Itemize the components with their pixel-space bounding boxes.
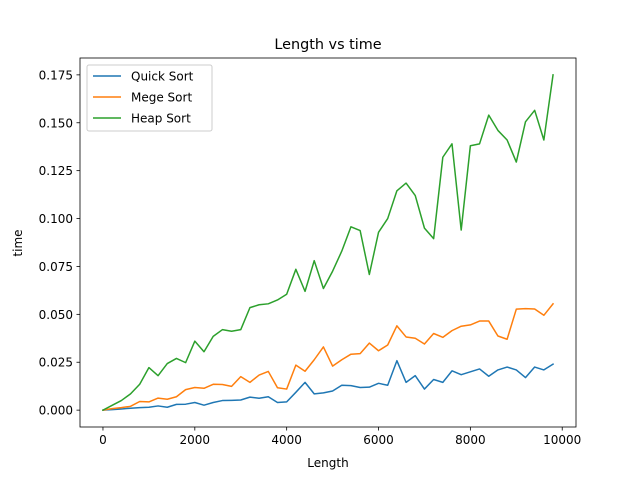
y-tick-label: 0.000 — [39, 404, 73, 418]
legend-box — [86, 64, 213, 132]
y-tick-label: 0.175 — [39, 68, 73, 82]
series-line-1 — [102, 302, 555, 412]
chart-title: Length vs time — [274, 37, 381, 53]
y-tick-label: 0.150 — [39, 116, 73, 130]
series-line-0 — [102, 359, 555, 411]
y-tick-label: 0.125 — [39, 164, 73, 178]
x-tick-label: 10000 — [543, 433, 581, 447]
x-tick-label: 6000 — [363, 433, 394, 447]
x-axis-title: Length — [307, 456, 348, 470]
legend-label-2: Heap Sort — [131, 112, 191, 126]
y-axis-title: time — [11, 229, 25, 256]
y-tick-label: 0.075 — [39, 260, 73, 274]
series-layer — [101, 74, 555, 412]
x-tick-label: 0 — [99, 433, 107, 447]
legend-items: Quick Sort Mege Sort Heap Sort — [93, 70, 194, 126]
y-axis-ticks: 0.000 0.025 0.050 0.075 0.100 0.125 0.150 0.175 — [39, 68, 80, 418]
plot-frame — [79, 57, 577, 428]
y-tick-label: 0.100 — [39, 212, 73, 226]
y-tick-label: 0.025 — [39, 356, 73, 370]
y-tick-label: 0.050 — [39, 308, 73, 322]
x-tick-label: 4000 — [271, 433, 302, 447]
x-axis-ticks: 0 2000 4000 6000 8000 10000 — [99, 427, 581, 447]
legend-label-0: Quick Sort — [131, 70, 194, 84]
x-tick-label: 2000 — [180, 433, 211, 447]
legend-label-1: Mege Sort — [131, 91, 192, 105]
legend: Quick Sort Mege Sort Heap Sort — [86, 64, 213, 132]
x-tick-label: 8000 — [455, 433, 486, 447]
series-line-2 — [101, 74, 554, 412]
